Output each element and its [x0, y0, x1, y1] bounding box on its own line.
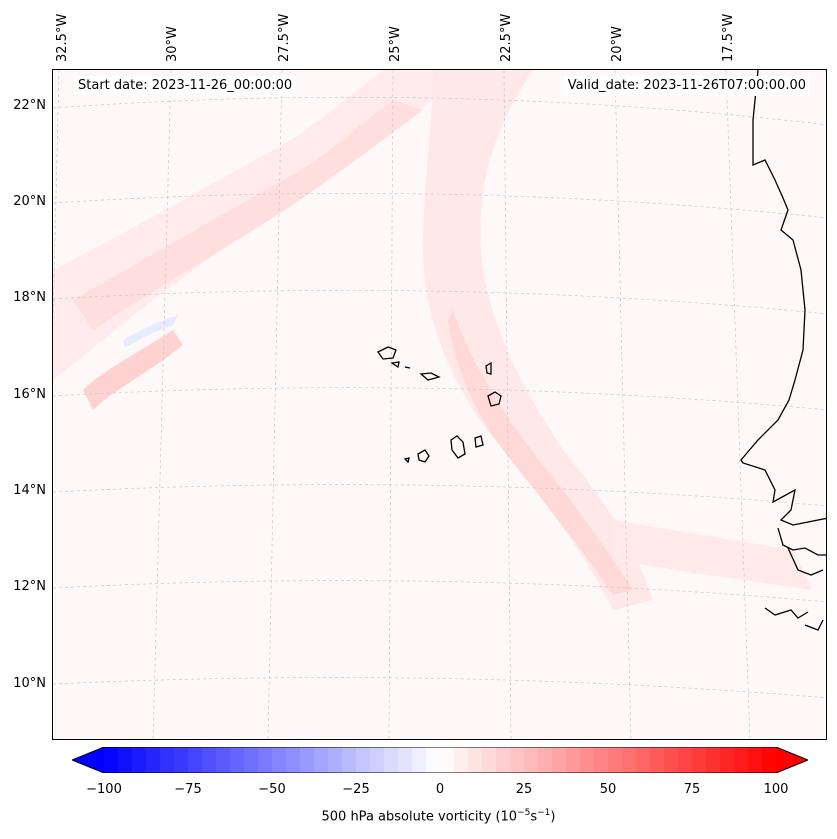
- colorbar-level: [552, 747, 567, 773]
- lon-label: 20°W: [610, 26, 625, 62]
- colorbar-level: [720, 747, 735, 773]
- lon-label: 30°W: [165, 26, 180, 62]
- colorbar-level: [230, 747, 245, 773]
- colorbar-tick: −75: [174, 782, 202, 797]
- colorbar-tick: 100: [763, 782, 789, 797]
- start-date-label: Start date: 2023-11-26_00:00:00: [74, 76, 297, 96]
- colorbar-level: [580, 747, 595, 773]
- colorbar-level: [188, 747, 203, 773]
- lon-label: 25°W: [388, 26, 403, 62]
- colorbar-level: [300, 747, 315, 773]
- colorbar-levels: [104, 747, 777, 773]
- colorbar-level: [734, 747, 749, 773]
- colorbar-level: [216, 747, 231, 773]
- colorbar-label: 500 hPa absolute vorticity (10−5s−1): [0, 808, 837, 824]
- lat-label: 20°N: [13, 194, 46, 209]
- colorbar-extend-high: [776, 747, 808, 773]
- colorbar-level: [412, 747, 427, 773]
- colorbar-level: [622, 747, 637, 773]
- map-panel: [52, 69, 827, 740]
- colorbar-level: [356, 747, 371, 773]
- colorbar-level: [650, 747, 665, 773]
- lat-label: 22°N: [13, 98, 46, 113]
- lat-label: 14°N: [13, 483, 46, 498]
- colorbar-level: [202, 747, 217, 773]
- lat-label: 10°N: [13, 676, 46, 691]
- colorbar-level: [384, 747, 399, 773]
- colorbar-level: [496, 747, 511, 773]
- vorticity-contours: [53, 70, 813, 610]
- lon-label: 27.5°W: [277, 13, 292, 62]
- colorbar-level: [328, 747, 343, 773]
- colorbar-level: [664, 747, 679, 773]
- colorbar-level: [104, 747, 119, 773]
- colorbar-tick: 50: [599, 782, 617, 797]
- coastlines: [740, 70, 826, 631]
- valid-date-label: Valid_date: 2023-11-26T07:00:00.00: [563, 76, 810, 96]
- colorbar-level: [762, 747, 777, 773]
- colorbar-level: [132, 747, 147, 773]
- units-mid: s: [530, 809, 538, 825]
- colorbar: [72, 747, 808, 773]
- colorbar-level: [566, 747, 581, 773]
- units-exp1: −5: [517, 808, 531, 818]
- colorbar-level: [678, 747, 693, 773]
- colorbar-level: [342, 747, 357, 773]
- colorbar-level: [454, 747, 469, 773]
- colorbar-level: [636, 747, 651, 773]
- colorbar-level: [538, 747, 553, 773]
- colorbar-level: [608, 747, 623, 773]
- colorbar-level: [524, 747, 539, 773]
- colorbar-level: [258, 747, 273, 773]
- lon-label: 17.5°W: [721, 13, 736, 62]
- colorbar-tick: −100: [86, 782, 122, 797]
- colorbar-level: [118, 747, 133, 773]
- colorbar-level: [370, 747, 385, 773]
- lat-label: 18°N: [13, 290, 46, 305]
- colorbar-level: [510, 747, 525, 773]
- variable-name: 500 hPa absolute vorticity: [321, 809, 492, 825]
- colorbar-level: [244, 747, 259, 773]
- colorbar-level: [174, 747, 189, 773]
- colorbar-level: [706, 747, 721, 773]
- colorbar-tick: −50: [258, 782, 286, 797]
- colorbar-level: [286, 747, 301, 773]
- colorbar-tick: 75: [683, 782, 701, 797]
- units-exp2: −1: [537, 808, 551, 818]
- vorticity-field: [53, 70, 826, 739]
- lat-label: 12°N: [13, 579, 46, 594]
- colorbar-level: [594, 747, 609, 773]
- colorbar-level: [426, 747, 441, 773]
- colorbar-tick: −25: [342, 782, 370, 797]
- colorbar-level: [160, 747, 175, 773]
- colorbar-tick: 25: [515, 782, 533, 797]
- colorbar-level: [272, 747, 287, 773]
- colorbar-level: [314, 747, 329, 773]
- colorbar-level: [748, 747, 763, 773]
- colorbar-level: [398, 747, 413, 773]
- lat-label: 16°N: [13, 387, 46, 402]
- colorbar-extend-low: [72, 747, 104, 773]
- graticule: [53, 70, 826, 739]
- lon-label: 32.5°W: [55, 13, 70, 62]
- colorbar-tick: 0: [435, 782, 445, 797]
- units-open: (10: [495, 809, 518, 825]
- colorbar-level: [440, 747, 455, 773]
- lon-label: 22.5°W: [499, 13, 514, 62]
- cape-verde-islands: [377, 346, 502, 464]
- units-close: ): [550, 809, 556, 825]
- colorbar-level: [468, 747, 483, 773]
- colorbar-level: [692, 747, 707, 773]
- colorbar-level: [482, 747, 497, 773]
- colorbar-level: [146, 747, 161, 773]
